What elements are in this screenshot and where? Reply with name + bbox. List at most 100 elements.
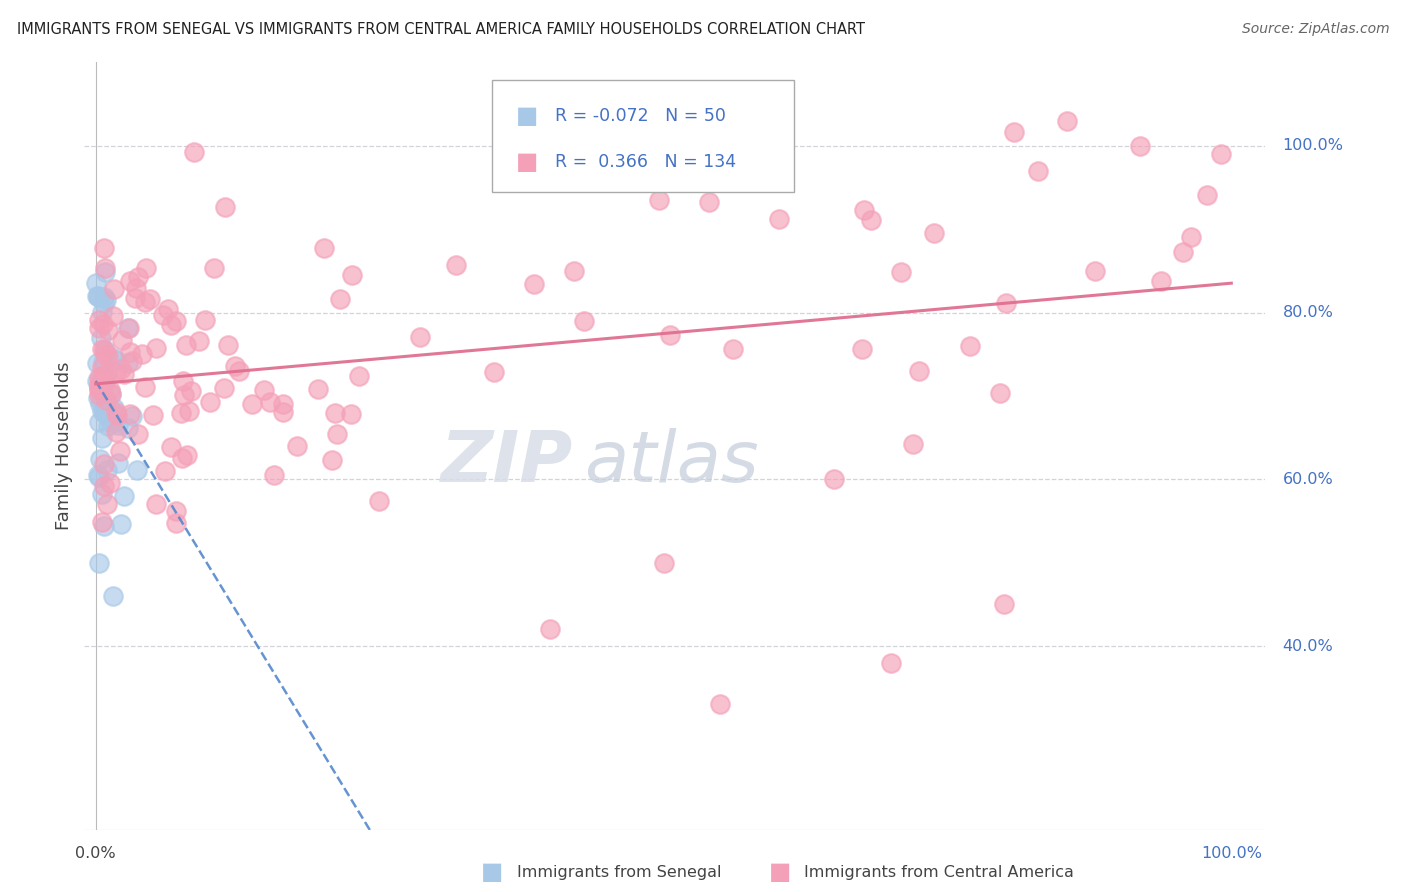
Point	[890, 265, 912, 279]
Point	[697, 195, 720, 210]
Point	[91, 342, 114, 356]
Point	[103, 282, 125, 296]
Point	[652, 556, 675, 570]
Point	[139, 292, 162, 306]
Point	[103, 401, 125, 415]
Point	[110, 516, 132, 531]
Text: ZIP: ZIP	[440, 428, 572, 497]
Point	[121, 409, 143, 423]
Point	[180, 384, 202, 398]
Point	[87, 381, 111, 395]
Point	[112, 367, 135, 381]
Y-axis label: Family Households: Family Households	[55, 362, 73, 530]
Point	[908, 364, 931, 378]
Point	[118, 407, 141, 421]
Point	[86, 356, 108, 370]
Text: ■: ■	[516, 150, 538, 174]
Text: ■: ■	[481, 861, 503, 884]
Point	[105, 425, 128, 439]
Point	[202, 260, 225, 275]
Point	[91, 305, 114, 319]
Point	[93, 405, 115, 419]
Point	[159, 318, 181, 332]
Point	[523, 277, 546, 291]
Point	[120, 274, 142, 288]
Point	[120, 345, 142, 359]
Point	[659, 328, 682, 343]
Point	[153, 464, 176, 478]
Point	[101, 589, 124, 603]
Point	[174, 337, 197, 351]
Point	[93, 290, 115, 304]
Point	[117, 321, 139, 335]
Point	[91, 487, 114, 501]
Point	[323, 406, 346, 420]
Point	[721, 343, 744, 357]
Point	[169, 405, 191, 419]
Point	[96, 497, 118, 511]
Point	[91, 318, 114, 332]
Point	[851, 343, 873, 357]
Point	[89, 452, 111, 467]
Point	[98, 384, 121, 398]
Point	[1002, 125, 1025, 139]
Point	[1171, 245, 1194, 260]
Point	[101, 309, 124, 323]
Point	[135, 261, 157, 276]
Point	[87, 556, 111, 570]
Point	[142, 408, 165, 422]
Point	[259, 395, 281, 409]
Point	[228, 364, 250, 378]
Point	[87, 290, 110, 304]
Point	[93, 519, 115, 533]
Point	[647, 194, 669, 208]
Point	[110, 443, 132, 458]
Point	[93, 479, 115, 493]
Text: 100.0%: 100.0%	[1282, 138, 1344, 153]
Point	[823, 472, 845, 486]
Point	[993, 598, 1015, 612]
Point	[104, 415, 127, 429]
Point	[90, 404, 112, 418]
Point	[347, 369, 370, 384]
Point	[325, 427, 347, 442]
Point	[96, 366, 118, 380]
Point	[340, 407, 363, 421]
Point	[90, 331, 112, 345]
Point	[98, 475, 121, 490]
Point	[107, 456, 129, 470]
Point	[100, 403, 122, 417]
Point	[170, 450, 193, 465]
Point	[89, 384, 111, 398]
Point	[90, 431, 112, 445]
Point	[94, 376, 117, 390]
Text: 80.0%: 80.0%	[1282, 305, 1333, 320]
Point	[131, 347, 153, 361]
Point	[852, 202, 875, 217]
Point	[172, 374, 194, 388]
Point	[321, 453, 343, 467]
Point	[91, 515, 114, 529]
Text: Immigrants from Senegal: Immigrants from Senegal	[517, 865, 721, 880]
Point	[94, 407, 117, 421]
Point	[94, 293, 117, 307]
Point	[98, 414, 121, 428]
Point	[91, 355, 114, 369]
Text: 0.0%: 0.0%	[76, 847, 117, 862]
Point	[860, 212, 883, 227]
Point	[87, 320, 111, 334]
Point	[89, 470, 111, 484]
Point	[214, 200, 236, 214]
Text: atlas: atlas	[583, 428, 759, 497]
Point	[100, 387, 122, 401]
Point	[903, 437, 925, 451]
Point	[312, 241, 335, 255]
Point	[1129, 138, 1152, 153]
Point	[87, 391, 110, 405]
Point	[111, 333, 134, 347]
Point	[173, 388, 195, 402]
Point	[482, 365, 505, 379]
Point	[110, 361, 132, 376]
Text: ■: ■	[516, 103, 538, 128]
Point	[263, 467, 285, 482]
